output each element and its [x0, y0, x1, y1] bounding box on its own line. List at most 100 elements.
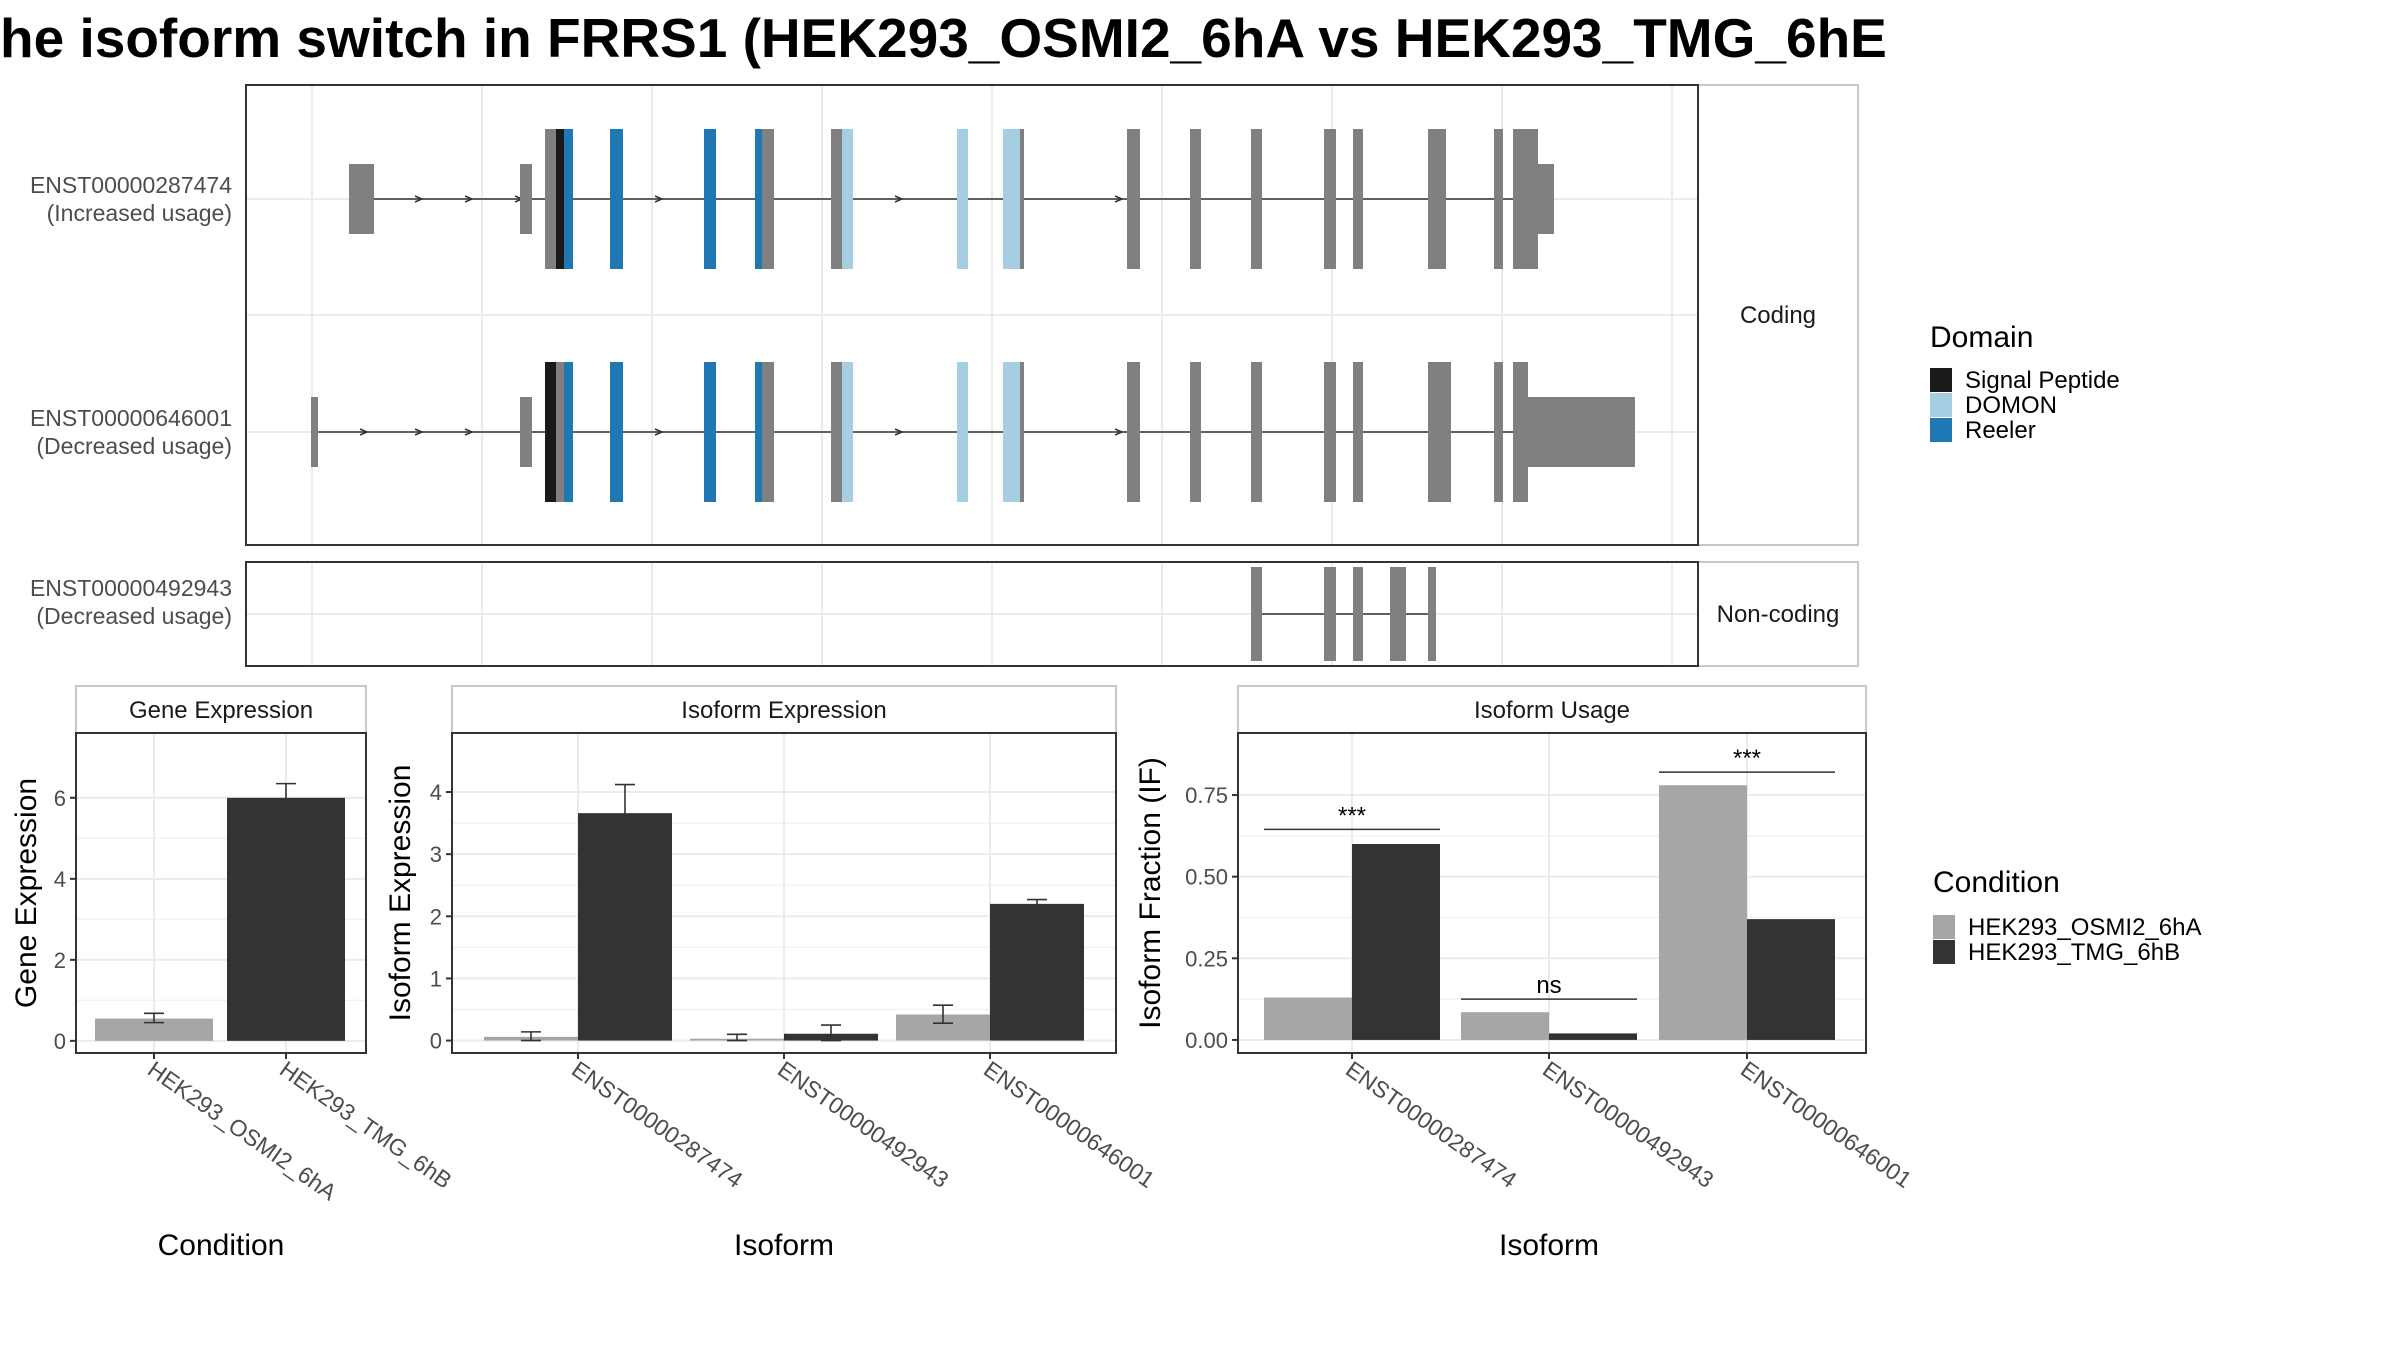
- transcript-id-label: ENST00000492943: [30, 575, 232, 601]
- exon-block: [1494, 129, 1503, 269]
- error-bar: [521, 1031, 541, 1042]
- x-tick-label: ENST00000646001: [979, 1056, 1159, 1193]
- error-bar: [276, 782, 296, 811]
- facet-label: Coding: [1740, 302, 1816, 329]
- y-tick-label: 2: [430, 904, 442, 929]
- panel-border: [1237, 732, 1867, 1054]
- bar: [1264, 997, 1352, 1040]
- facet-strip: [1697, 84, 1859, 546]
- domain-legend-label: Signal Peptide: [1965, 367, 2120, 394]
- exon-block: [1324, 129, 1336, 269]
- exon-block: [1494, 362, 1503, 502]
- condition-legend-title: Condition: [1933, 866, 2060, 899]
- transcript-id-label: ENST00000287474: [30, 172, 232, 198]
- y-axis-label: Isoform Fraction (IF): [1134, 757, 1167, 1029]
- structure-panel-border: [245, 561, 1699, 667]
- exon-block: [762, 362, 774, 502]
- exon-block: [1020, 129, 1024, 269]
- exon-block: [1353, 129, 1363, 269]
- strand-arrow: [1114, 195, 1124, 203]
- y-tick-label: 4: [54, 867, 66, 892]
- facet-strip: [1697, 561, 1859, 667]
- x-tick-label: ENST00000492943: [773, 1056, 953, 1193]
- significance-label: ***: [1733, 745, 1761, 772]
- exon-block: [520, 164, 532, 234]
- exon-block: [1127, 362, 1140, 502]
- y-axis-label: Gene Expression: [10, 778, 43, 1008]
- significance-label: ns: [1536, 972, 1561, 999]
- condition-legend-label: HEK293_TMG_6hB: [1968, 939, 2180, 966]
- y-tick-label: 3: [430, 842, 442, 867]
- figure-title: he isoform switch in FRRS1 (HEK293_OSMI2…: [0, 7, 1887, 69]
- transcript-usage-label: (Decreased usage): [36, 603, 232, 629]
- strand-arrow: [464, 428, 474, 436]
- bar: [990, 903, 1084, 1041]
- panel-border: [451, 732, 1117, 1054]
- transcript-usage-label: (Decreased usage): [36, 433, 232, 459]
- domain-legend-label: Reeler: [1965, 417, 2036, 444]
- strand-arrow: [894, 428, 904, 436]
- exon-block: [704, 129, 716, 269]
- domain-legend-title: Domain: [1930, 321, 2033, 354]
- x-tick-label: ENST00000646001: [1736, 1056, 1916, 1193]
- error-bar: [1027, 898, 1047, 908]
- exon-block: [1324, 567, 1336, 661]
- y-axis-label: Isoform Expression: [384, 765, 417, 1022]
- exon-block: [957, 129, 968, 269]
- y-tick-label: 2: [54, 948, 66, 973]
- exon-block: [311, 397, 318, 467]
- panel-title: Isoform Usage: [1474, 697, 1630, 724]
- transcript-id-label: ENST00000646001: [30, 405, 232, 431]
- x-axis-label: Condition: [158, 1229, 285, 1262]
- bar: [1461, 1012, 1549, 1040]
- panel-strip: [1237, 685, 1867, 734]
- condition-legend-key: [1933, 915, 1955, 939]
- error-bar: [821, 1024, 841, 1042]
- strand-arrow: [1114, 428, 1124, 436]
- error-bar: [727, 1033, 747, 1042]
- domain-legend-key: [1930, 393, 1952, 417]
- transcript-ENST00000287474: [349, 129, 1554, 269]
- y-tick-label: 0: [430, 1029, 442, 1054]
- y-tick-label: 0.00: [1185, 1028, 1228, 1053]
- strand-arrow: [414, 428, 424, 436]
- exon-block: [1251, 362, 1262, 502]
- exon-block: [1353, 567, 1363, 661]
- exon-block: [842, 362, 853, 502]
- exon-block: [1003, 129, 1020, 269]
- exon-block: [755, 362, 762, 502]
- panel-strip: [75, 685, 367, 734]
- panel-title: Gene Expression: [129, 697, 313, 724]
- strand-arrow: [894, 195, 904, 203]
- panel-isoform-usage: Isoform Usage 0.00 0.25 0.50 0.75 *** ns *** ENS…: [1134, 685, 1917, 1262]
- exon-block: [564, 362, 573, 502]
- facet-label: Non-coding: [1717, 601, 1840, 628]
- y-tick-label: 4: [430, 780, 442, 805]
- condition-legend-label: HEK293_OSMI2_6hA: [1968, 914, 2201, 941]
- significance-label: ***: [1338, 802, 1366, 829]
- exon-block: [831, 362, 842, 502]
- x-axis-label: Isoform: [734, 1229, 834, 1262]
- bar: [578, 813, 672, 1041]
- transcript-ENST00000492943: [1251, 567, 1436, 661]
- exon-block: [1190, 362, 1201, 502]
- exon-block: [610, 129, 623, 269]
- exon-block: [1513, 362, 1528, 502]
- y-tick-label: 0: [54, 1029, 66, 1054]
- exon-block: [831, 129, 842, 269]
- exon-block: [842, 129, 853, 269]
- error-bar: [933, 1004, 953, 1024]
- strand-arrow: [359, 428, 369, 436]
- exon-block: [556, 129, 564, 269]
- domain-legend-key: [1930, 368, 1952, 392]
- condition-legend-key: [1933, 940, 1955, 964]
- y-tick-label: 0.50: [1185, 865, 1228, 890]
- error-bar: [144, 1012, 164, 1024]
- bar: [227, 797, 345, 1041]
- domain-legend-key: [1930, 418, 1952, 442]
- exon-block: [1390, 567, 1406, 661]
- y-tick-label: 1: [430, 966, 442, 991]
